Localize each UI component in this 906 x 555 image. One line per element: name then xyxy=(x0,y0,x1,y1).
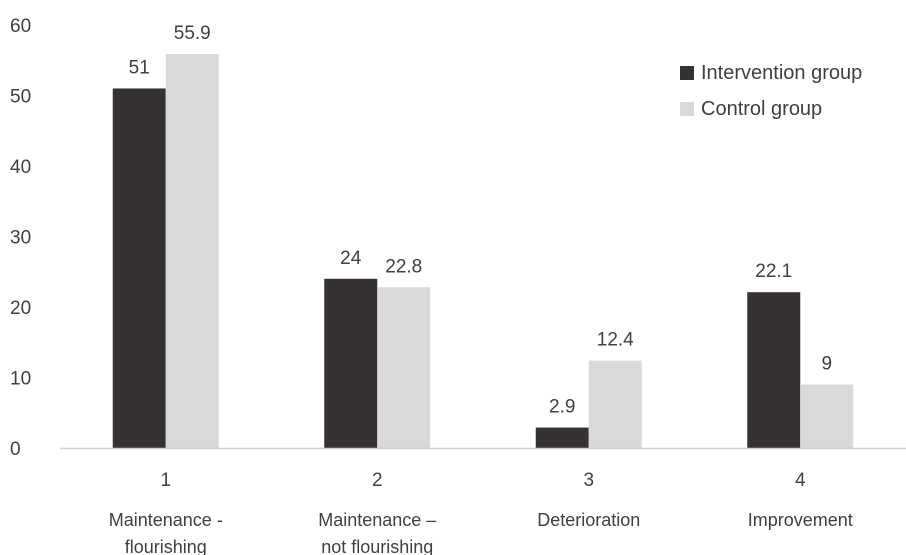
category-description: flourishing xyxy=(125,537,207,555)
legend-swatch-control xyxy=(680,102,694,116)
x-tick-label: 4 xyxy=(795,470,806,491)
bar-intervention-4 xyxy=(747,292,801,448)
data-label: 22.1 xyxy=(755,261,792,282)
legend-label-intervention: Intervention group xyxy=(701,61,863,84)
data-label: 22.8 xyxy=(385,256,422,277)
data-labels: 51 24 2.9 22.1 55.9 22.8 12.4 9 xyxy=(129,23,832,418)
category-description: not flourishing xyxy=(321,537,433,555)
y-tick-label: 10 xyxy=(10,369,31,390)
y-tick-label: 60 xyxy=(10,16,31,37)
bar-control-3 xyxy=(588,360,642,448)
data-label: 55.9 xyxy=(174,23,211,44)
category-description: Deterioration xyxy=(537,510,640,530)
x-tick-label: 1 xyxy=(160,470,171,491)
bar-intervention-2 xyxy=(324,278,378,448)
legend-item-control: Control group xyxy=(680,91,862,127)
y-tick-label: 0 xyxy=(10,439,21,460)
data-label: 12.4 xyxy=(597,330,634,351)
y-tick-label: 40 xyxy=(10,157,31,178)
y-tick-label: 50 xyxy=(10,87,31,108)
legend: Intervention group Control group xyxy=(680,55,862,127)
data-label: 24 xyxy=(340,248,362,269)
x-tick-label: 3 xyxy=(583,470,594,491)
data-label: 9 xyxy=(821,354,832,375)
bar-intervention-3 xyxy=(535,427,589,448)
legend-swatch-intervention xyxy=(680,66,694,80)
y-axis: 0 10 20 30 40 50 60 xyxy=(10,16,31,460)
bars xyxy=(112,53,854,448)
category-description: Maintenance – xyxy=(318,510,436,530)
bar-control-2 xyxy=(377,287,431,448)
category-description: Maintenance - xyxy=(109,510,223,530)
data-label: 51 xyxy=(129,57,150,78)
category-description: Improvement xyxy=(748,510,853,530)
bar-intervention-1 xyxy=(112,88,166,448)
y-tick-label: 20 xyxy=(10,298,31,319)
x-tick-label: 2 xyxy=(372,470,383,491)
bar-control-4 xyxy=(800,384,854,448)
x-axis: 1 Maintenance - flourishing 2 Maintenance – n… xyxy=(109,470,853,555)
data-label: 2.9 xyxy=(549,397,575,418)
y-tick-label: 30 xyxy=(10,228,31,249)
legend-label-control: Control group xyxy=(701,97,823,120)
legend-item-intervention: Intervention group xyxy=(680,55,862,91)
bar-control-1 xyxy=(165,53,219,448)
